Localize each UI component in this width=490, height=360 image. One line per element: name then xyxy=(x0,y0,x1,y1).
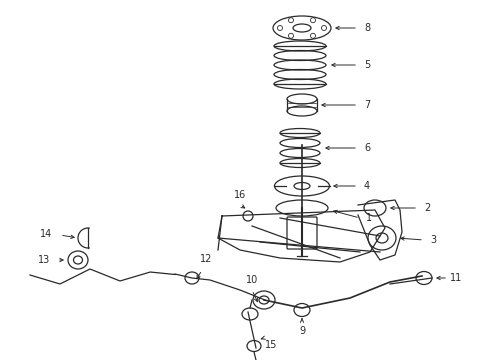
Text: 13: 13 xyxy=(38,255,50,265)
Text: 10: 10 xyxy=(246,275,258,285)
Text: 15: 15 xyxy=(265,340,277,350)
Text: 4: 4 xyxy=(364,181,370,191)
Text: 5: 5 xyxy=(364,60,370,70)
Text: 16: 16 xyxy=(234,190,246,200)
Text: 3: 3 xyxy=(430,235,436,245)
Text: 12: 12 xyxy=(200,254,212,264)
Text: 14: 14 xyxy=(40,229,52,239)
Text: 9: 9 xyxy=(299,326,305,336)
Text: 8: 8 xyxy=(364,23,370,33)
Text: 6: 6 xyxy=(364,143,370,153)
Text: 7: 7 xyxy=(364,100,370,110)
Text: 11: 11 xyxy=(450,273,462,283)
Text: 1: 1 xyxy=(366,213,372,223)
Text: 2: 2 xyxy=(424,203,430,213)
